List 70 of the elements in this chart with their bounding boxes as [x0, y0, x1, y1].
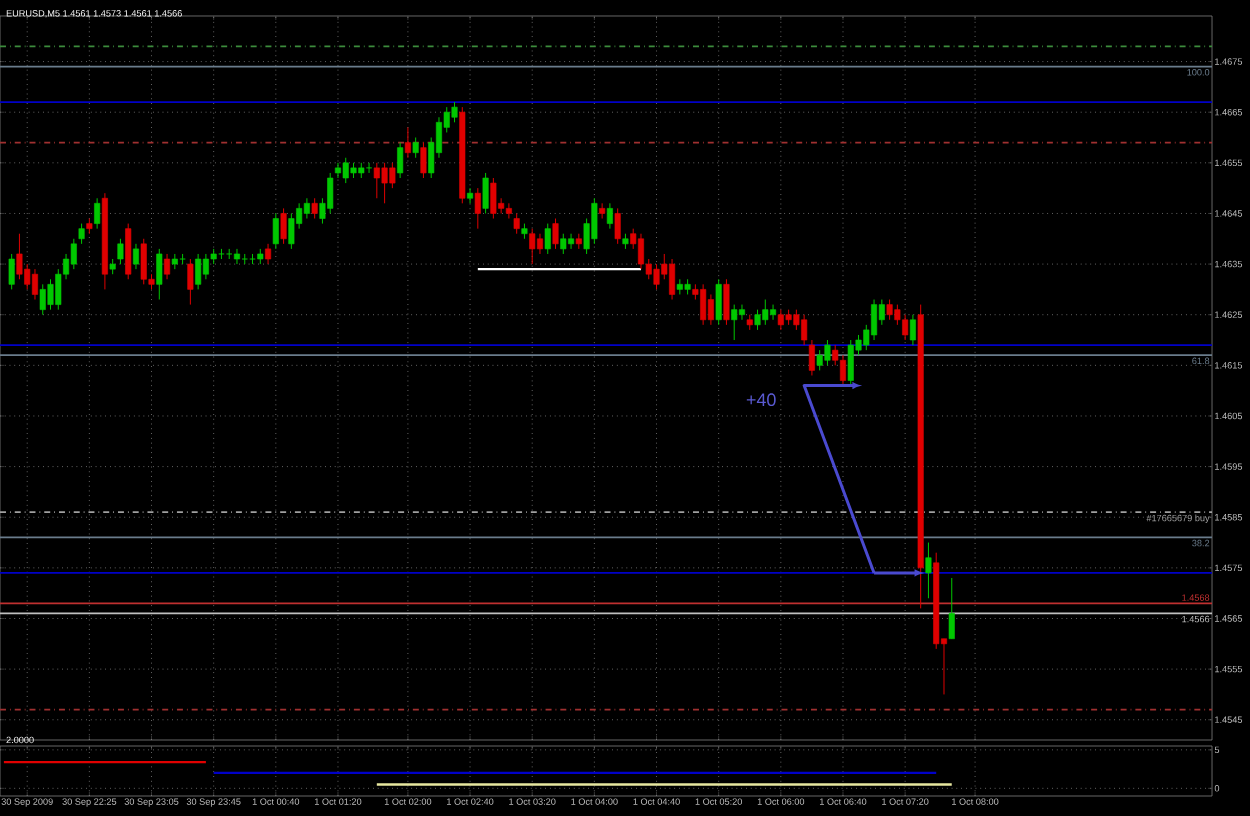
candlestick — [871, 299, 878, 341]
candlestick — [31, 268, 38, 301]
candlestick — [925, 542, 932, 599]
candlestick — [599, 202, 606, 220]
candlestick — [412, 137, 419, 159]
candlestick — [187, 258, 194, 306]
candlestick — [544, 223, 551, 255]
candlestick — [389, 162, 396, 189]
candlestick — [669, 258, 676, 301]
candlestick — [397, 142, 404, 179]
candlestick — [637, 233, 644, 270]
candlestick — [202, 253, 209, 280]
candlestick — [560, 233, 567, 255]
candlestick — [451, 101, 458, 123]
candlestick — [536, 233, 543, 255]
candlestick — [614, 207, 621, 245]
candlestick — [366, 162, 373, 174]
candlestick — [404, 126, 411, 159]
candlestick — [39, 283, 46, 316]
candlestick — [381, 162, 388, 204]
candlestick — [420, 142, 427, 179]
candlestick — [909, 314, 916, 346]
candlestick — [723, 278, 730, 326]
candlestick — [816, 349, 823, 371]
candlestick — [47, 278, 54, 311]
candlestick — [606, 202, 613, 230]
candlestick — [731, 304, 738, 341]
candlestick — [700, 283, 707, 326]
candlestick — [280, 207, 287, 245]
candlestick — [777, 309, 784, 331]
candlestick — [195, 253, 202, 290]
candlestick — [839, 354, 847, 387]
candlestick — [16, 233, 23, 280]
candlestick — [265, 243, 272, 265]
candlestick — [467, 187, 474, 204]
candlestick — [311, 197, 318, 220]
candlestick — [140, 238, 147, 285]
candlestick — [342, 157, 349, 184]
candlestick — [474, 187, 481, 230]
annotation: +40 — [746, 393, 776, 407]
candlestick — [482, 172, 489, 214]
candlestick — [653, 263, 660, 290]
candlestick — [303, 197, 310, 220]
candlestick — [490, 177, 497, 220]
candlestick — [568, 233, 575, 250]
candlestick — [754, 309, 761, 331]
candlestick — [373, 162, 380, 199]
candlestick — [738, 304, 745, 321]
candlestick — [78, 223, 85, 245]
candlestick — [132, 243, 139, 270]
candlestick — [156, 248, 163, 301]
candlestick — [125, 223, 132, 280]
candlestick — [948, 577, 955, 640]
candlestick — [762, 299, 769, 326]
candlestick — [886, 299, 893, 321]
candlestick — [272, 212, 279, 250]
candlestick — [847, 339, 854, 387]
candlestick — [233, 248, 240, 265]
candlestick — [552, 218, 559, 250]
candlestick — [8, 253, 15, 290]
candlestick — [770, 304, 777, 321]
candlestick — [94, 197, 101, 230]
candlestick — [591, 197, 598, 245]
candlestick — [164, 253, 171, 280]
candlestick — [824, 339, 831, 366]
candlestick — [715, 278, 722, 326]
candlestick — [902, 314, 909, 341]
candlestick — [707, 293, 714, 326]
candlestick — [117, 238, 124, 265]
candlestick — [529, 228, 536, 265]
